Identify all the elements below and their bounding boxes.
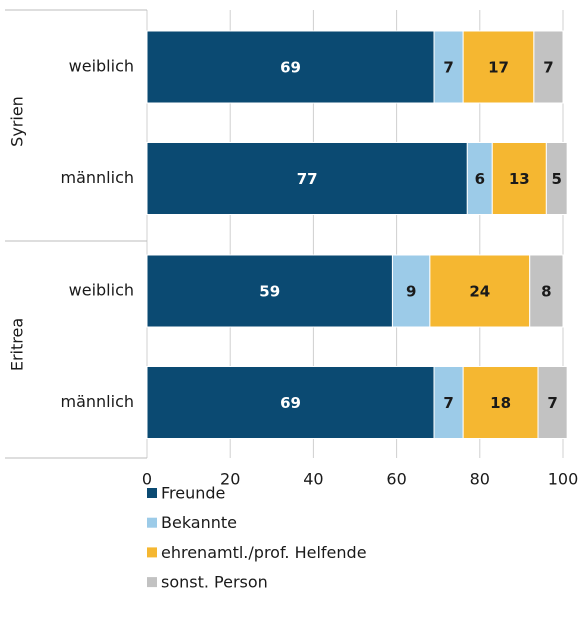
x-tick-label: 100 xyxy=(548,470,579,489)
bar-segment xyxy=(462,30,535,104)
bar-segment xyxy=(537,366,568,439)
legend-swatch xyxy=(147,547,157,558)
bar-segment xyxy=(466,142,493,215)
bar-segment xyxy=(146,366,435,439)
value-label: 77 xyxy=(297,170,318,188)
value-label: 18 xyxy=(490,394,511,412)
bar-segment xyxy=(545,142,568,215)
category-label: weiblich xyxy=(69,281,134,300)
bar-segment xyxy=(391,254,431,328)
bar-segment xyxy=(491,142,547,215)
value-label: 69 xyxy=(280,394,301,412)
bar-segment xyxy=(146,142,468,215)
x-tick-label: 20 xyxy=(220,470,240,489)
legend-label: Freunde xyxy=(161,484,225,503)
bar-segment xyxy=(533,30,564,104)
value-label: 69 xyxy=(280,59,301,77)
x-tick-label: 60 xyxy=(386,470,406,489)
value-label: 7 xyxy=(543,59,553,77)
value-label: 13 xyxy=(509,170,530,188)
value-label: 6 xyxy=(475,170,485,188)
bar-segment xyxy=(429,254,531,328)
value-label: 17 xyxy=(488,59,509,77)
x-tick-label: 80 xyxy=(470,470,490,489)
value-label: 5 xyxy=(552,170,562,188)
value-label: 24 xyxy=(469,283,490,301)
value-label: 59 xyxy=(259,283,280,301)
category-label: männlich xyxy=(61,168,135,187)
value-label: 7 xyxy=(443,394,453,412)
value-label: 8 xyxy=(541,283,551,301)
bar-segment xyxy=(146,30,435,104)
category-label: weiblich xyxy=(69,57,134,76)
bar-segment xyxy=(146,254,393,328)
group-label: Syrien xyxy=(8,96,27,147)
legend-label: ehrenamtl./prof. Helfende xyxy=(161,543,367,562)
group-label: Eritrea xyxy=(8,318,27,371)
legend-label: sonst. Person xyxy=(161,573,268,592)
category-label: männlich xyxy=(61,392,135,411)
legend-swatch xyxy=(147,577,157,588)
legend-swatch xyxy=(147,517,157,528)
value-label: 7 xyxy=(443,59,453,77)
legend-swatch xyxy=(147,488,157,498)
legend-label: Bekannte xyxy=(161,513,237,532)
value-label: 9 xyxy=(406,283,416,301)
value-label: 7 xyxy=(547,394,557,412)
x-tick-label: 0 xyxy=(142,470,152,489)
bar-segment xyxy=(529,254,564,328)
x-tick-label: 40 xyxy=(303,470,323,489)
